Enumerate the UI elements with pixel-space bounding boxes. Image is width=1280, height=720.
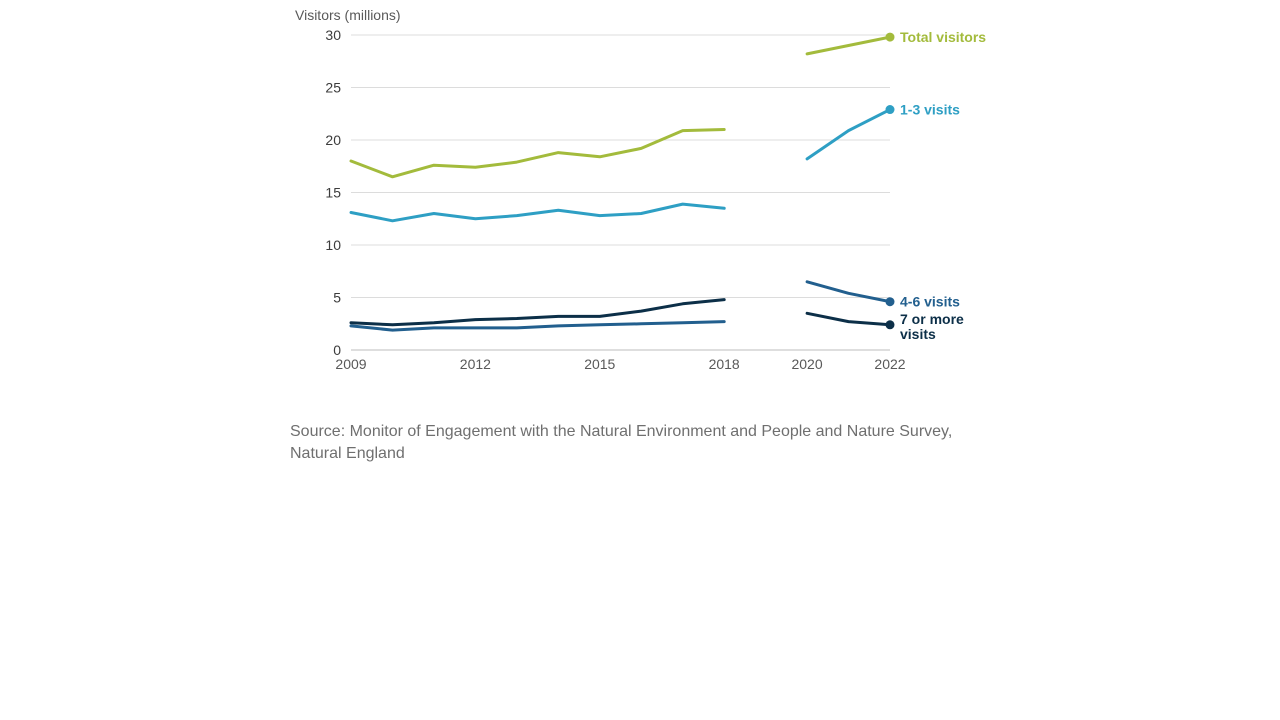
series-line-3-segment-0 xyxy=(349,298,726,327)
source-note: Source: Monitor of Engagement with the N… xyxy=(290,423,953,462)
series-end-point xyxy=(885,105,895,115)
x-tick-label: 2015 xyxy=(584,356,615,372)
y-tick-label: 15 xyxy=(325,185,341,201)
series-line-0-segment-0 xyxy=(349,128,726,179)
x-tick-label: 2018 xyxy=(709,356,740,372)
x-tick-label: 2009 xyxy=(335,356,366,372)
x-tick-label: 2012 xyxy=(460,356,491,372)
x-tick-label: 2022 xyxy=(874,356,905,372)
y-tick-label: 0 xyxy=(333,342,341,358)
y-axis-ticks: 0 5 10 15 20 25 30 xyxy=(325,27,341,358)
series-end-point xyxy=(885,32,895,42)
x-tick-label: 2020 xyxy=(791,356,822,372)
series-line-1-segment-1 xyxy=(805,108,892,161)
series-label: 7 or more visits xyxy=(900,311,964,342)
y-tick-label: 5 xyxy=(333,290,341,306)
y-tick-label: 30 xyxy=(325,27,341,43)
series-line-0-segment-1 xyxy=(805,35,892,56)
y-tick-label: 10 xyxy=(325,237,341,253)
series-line-1-segment-0 xyxy=(349,202,726,223)
series-lines xyxy=(349,32,895,332)
series-line-2-segment-0 xyxy=(349,320,726,332)
series-label: 4-6 visits xyxy=(900,294,960,310)
series-end-point xyxy=(885,320,895,330)
gridlines xyxy=(351,34,890,351)
series-label: Total visitors xyxy=(900,29,986,45)
series-label: 1-3 visits xyxy=(900,102,960,118)
y-axis-title: Visitors (millions) xyxy=(295,7,401,23)
y-tick-label: 20 xyxy=(325,132,341,148)
series-line-3-segment-1 xyxy=(805,311,892,327)
line-chart: Visitors (millions) 0 5 10 15 20 25 30 2009 201… xyxy=(295,7,986,372)
x-axis-ticks: 2009 2012 2015 2018 2020 2022 xyxy=(335,356,905,372)
series-end-point xyxy=(885,297,895,307)
series-line-2-segment-1 xyxy=(805,280,892,304)
y-tick-label: 25 xyxy=(325,80,341,96)
